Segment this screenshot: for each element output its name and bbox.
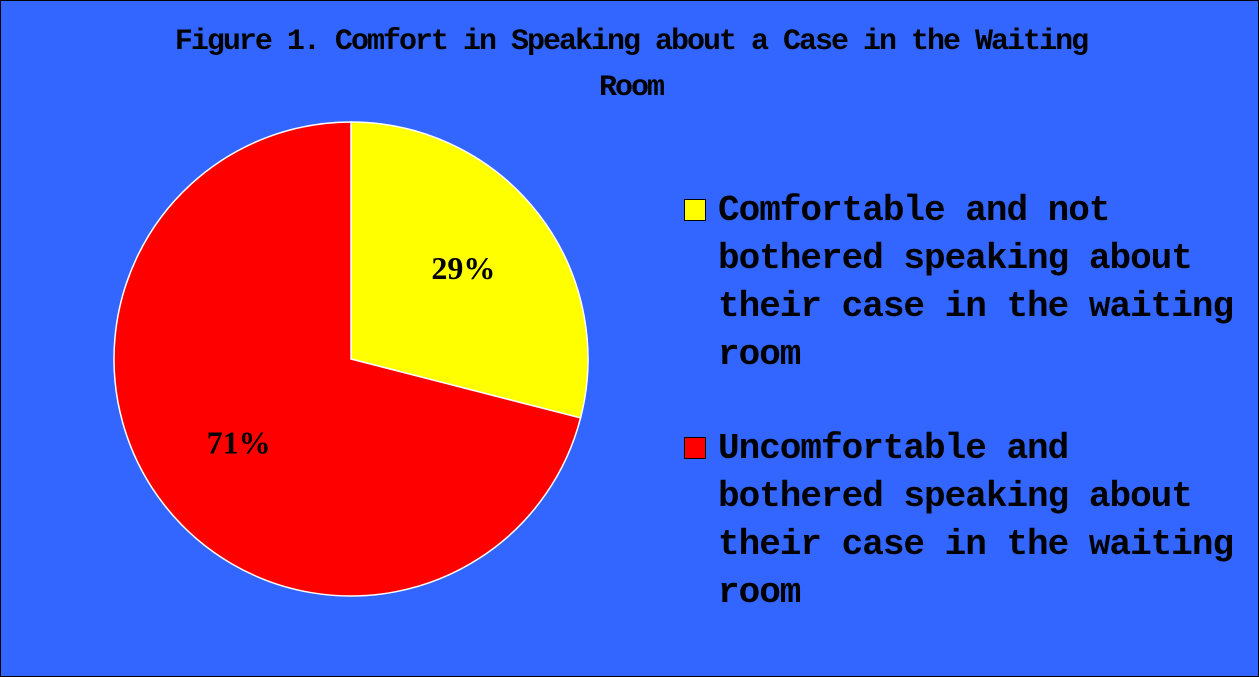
legend-label: Uncomfortable and bothered speaking abou… <box>718 428 1234 613</box>
legend: Comfortable and not bothered speaking ab… <box>684 187 1244 663</box>
legend-label: Comfortable and not bothered speaking ab… <box>718 190 1234 375</box>
data-label: 71% <box>207 424 271 460</box>
chart-title: Figure 1. Comfort in Speaking about a Ca… <box>174 25 1089 105</box>
legend-swatch <box>684 199 706 221</box>
pie-slice <box>113 121 582 597</box>
legend-item: Uncomfortable and bothered speaking abou… <box>684 425 1244 617</box>
pie-slice <box>350 121 589 419</box>
legend-item: Comfortable and not bothered speaking ab… <box>684 187 1244 379</box>
legend-swatch <box>684 437 706 459</box>
data-label: 29% <box>431 250 495 286</box>
